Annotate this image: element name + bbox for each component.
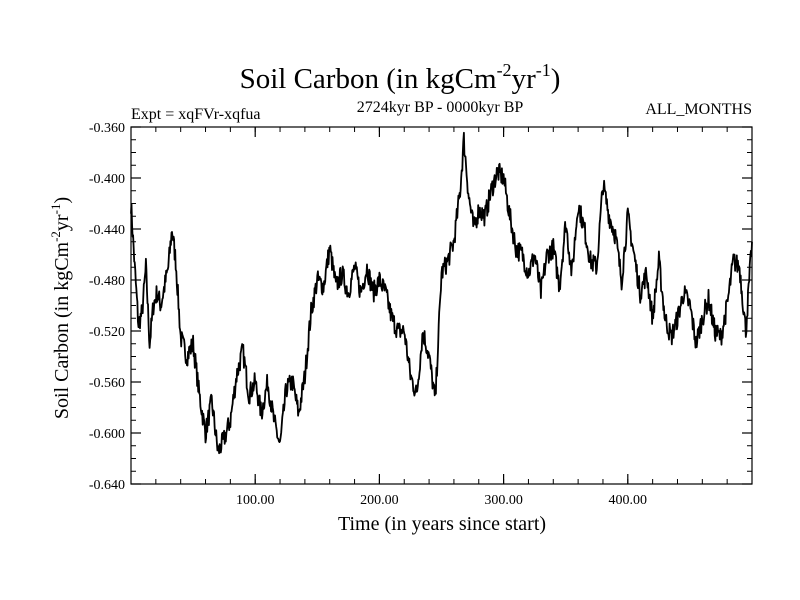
x-tick-label: 100.00 xyxy=(236,493,275,508)
y-axis-label-sup1: -2 xyxy=(48,231,63,242)
y-axis-label: Soil Carbon (in kgCm-2yr-1) xyxy=(48,197,73,419)
x-tick-label: 200.00 xyxy=(360,493,399,508)
y-tick-label: -0.520 xyxy=(89,325,125,340)
x-tick-label: 300.00 xyxy=(484,493,523,508)
chart-title-mid: yr xyxy=(512,63,537,95)
y-axis-label-end: ) xyxy=(51,197,73,204)
chart-title: Soil Carbon (in kgCm-2yr-1) xyxy=(240,60,561,95)
data-series-line xyxy=(130,131,753,455)
y-tick-label: -0.560 xyxy=(89,376,125,391)
y-tick-label: -0.400 xyxy=(89,172,125,187)
y-axis-label-sup2: -1 xyxy=(48,204,63,215)
chart-title-main: Soil Carbon (in kgCm xyxy=(240,63,497,95)
chart-title-sup2: -1 xyxy=(536,60,551,80)
months-label: ALL_MONTHS xyxy=(645,101,752,118)
x-tick-label: 400.00 xyxy=(609,493,648,508)
time-range-label: 2724kyr BP - 0000kyr BP xyxy=(357,99,524,116)
chart-title-end: ) xyxy=(551,63,561,95)
y-axis-label-mid: yr xyxy=(51,214,73,231)
plot-frame xyxy=(130,126,753,485)
y-tick-label: -0.480 xyxy=(89,274,125,289)
axis-tick-labels: -0.360 -0.400 -0.440 -0.480 -0.520 -0.560 -0.6… xyxy=(89,121,647,508)
y-tick-label: -0.640 xyxy=(89,478,125,493)
x-axis-label: Time (in years since start) xyxy=(338,513,546,535)
y-tick-label: -0.600 xyxy=(89,427,125,442)
axis-ticks xyxy=(131,126,752,485)
chart-title-sup1: -2 xyxy=(497,60,512,80)
y-tick-label: -0.440 xyxy=(89,223,125,238)
experiment-label: Expt = xqFVr-xqfua xyxy=(131,106,261,123)
y-axis-label-main: Soil Carbon (in kgCm xyxy=(51,241,73,419)
y-tick-label: -0.360 xyxy=(89,121,125,136)
